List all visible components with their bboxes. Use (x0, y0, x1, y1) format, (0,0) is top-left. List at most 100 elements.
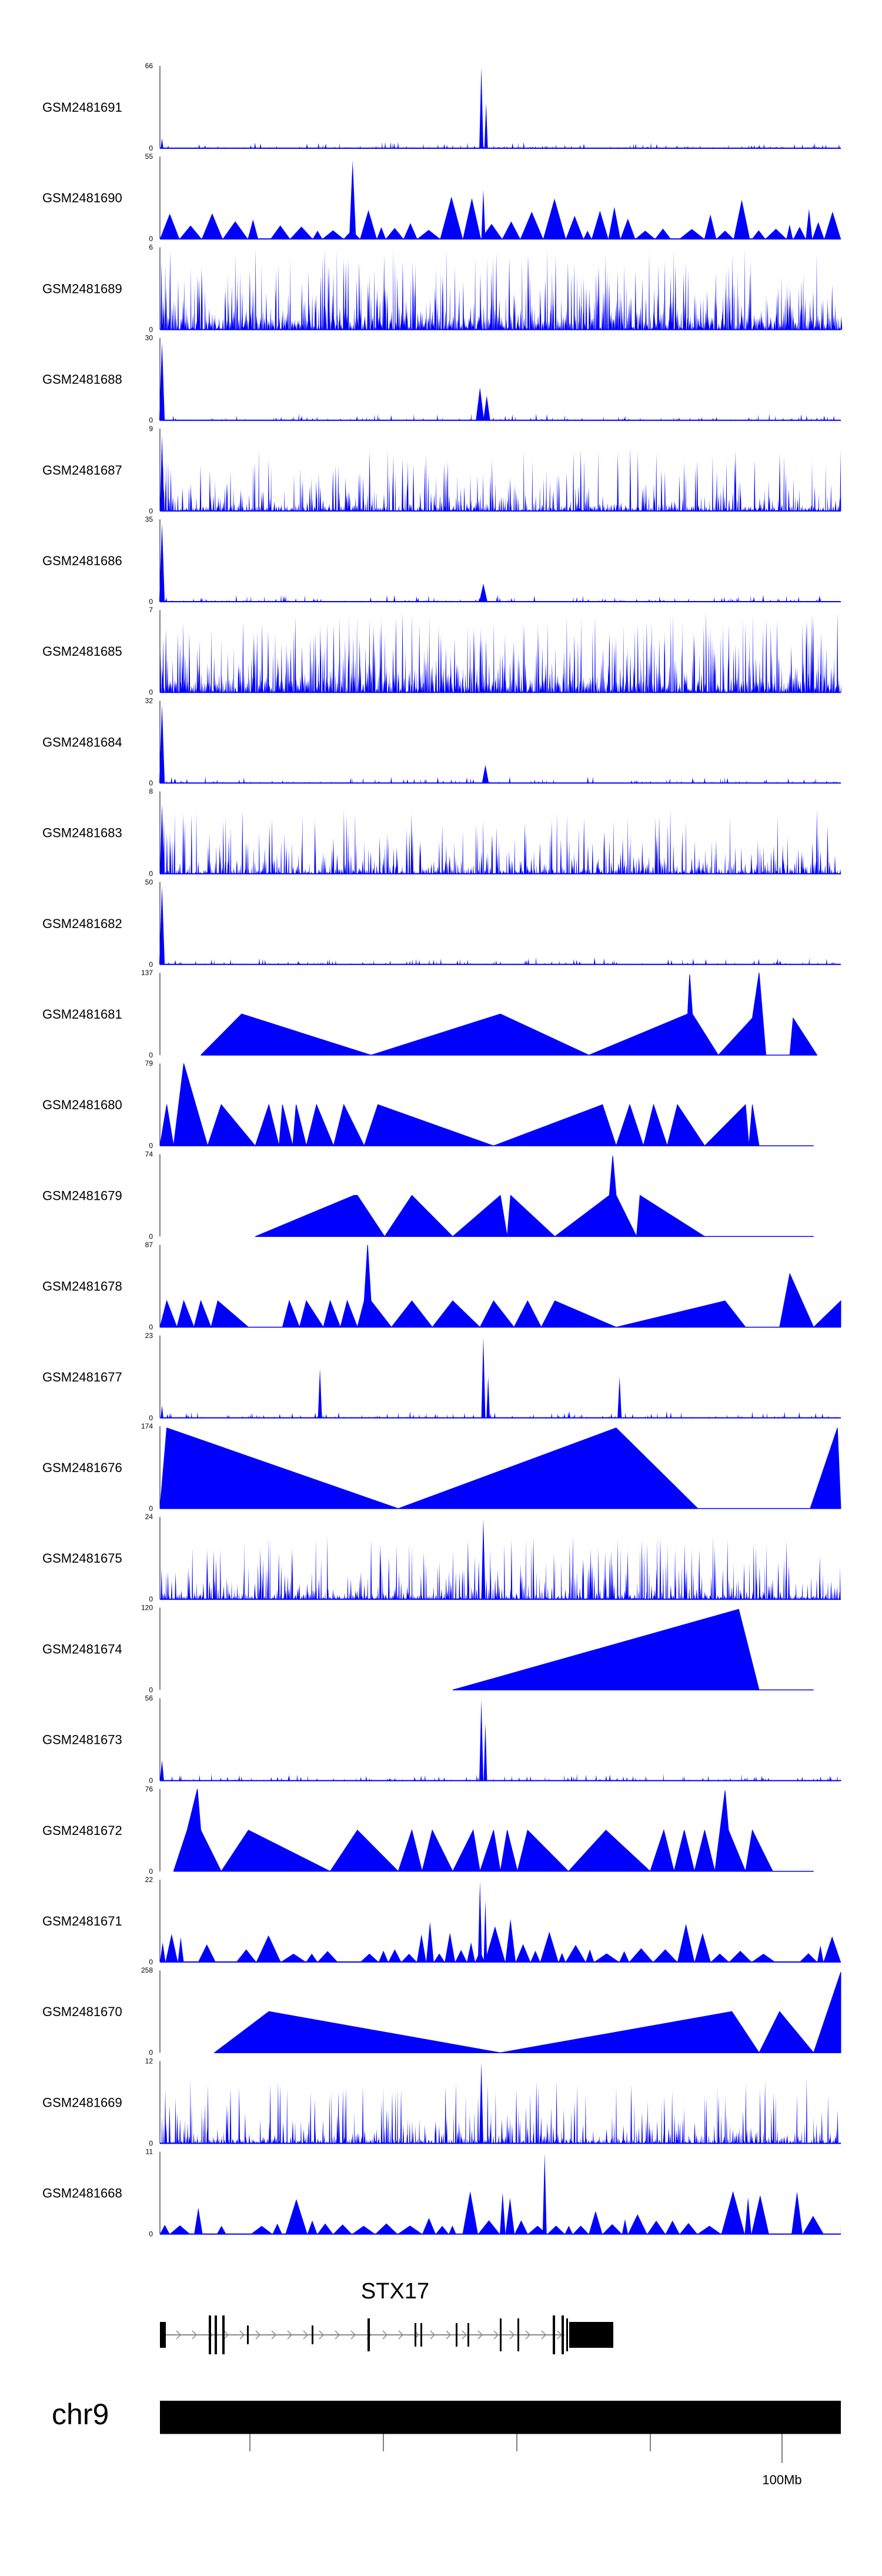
exon (312, 2325, 313, 2344)
coverage-signal (161, 413, 837, 421)
y-max-tick-label: 7 (149, 606, 153, 614)
track-GSM2481683: GSM2481683 8 0 (42, 788, 841, 878)
track-label: GSM2481682 (42, 916, 122, 931)
exon (569, 2322, 613, 2348)
tracks-group: GSM2481691660GSM2481690550GSM248168960GS… (42, 62, 843, 2238)
strand-arrow (303, 2330, 309, 2340)
y-max-tick-label: 137 (141, 969, 153, 977)
coverage-signal (167, 1773, 842, 1781)
exon (553, 2315, 555, 2354)
track-GSM2481679: GSM2481679 74 0 (42, 1150, 814, 1240)
coverage-peak (542, 2153, 547, 2234)
y-min-tick-label: 0 (149, 960, 153, 969)
track-GSM2481681: GSM2481681 137 0 (42, 969, 818, 1059)
y-min-tick-label: 0 (149, 325, 153, 333)
y-min-tick-label: 0 (149, 688, 153, 696)
track-label: GSM2481670 (42, 2004, 122, 2019)
coverage-peak (479, 1700, 483, 1781)
coverage-area (213, 1971, 841, 2054)
exon (467, 2323, 469, 2347)
track-label: GSM2481686 (42, 553, 122, 568)
y-max-tick-label: 258 (141, 1966, 153, 1974)
chromosome-ideogram-bar (160, 2401, 841, 2434)
exon (562, 2315, 564, 2354)
track-label: GSM2481668 (42, 2186, 122, 2201)
y-min-tick-label: 0 (149, 1051, 153, 1059)
strand-arrow (477, 2330, 483, 2340)
track-label: GSM2481673 (42, 1733, 122, 1747)
strand-arrow (223, 2330, 229, 2340)
track-label: GSM2481691 (42, 100, 122, 115)
strand-arrow (430, 2330, 436, 2340)
y-max-tick-label: 23 (145, 1332, 153, 1340)
track-GSM2481690: GSM2481690 55 0 (42, 152, 841, 243)
y-max-tick-label: 120 (141, 1603, 153, 1611)
strand-arrow (239, 2330, 245, 2340)
strand-arrow (462, 2330, 467, 2340)
y-min-tick-label: 0 (149, 235, 153, 243)
y-min-tick-label: 0 (149, 144, 153, 152)
track-GSM2481670: GSM2481670 258 0 (42, 1966, 841, 2057)
y-max-tick-label: 9 (149, 425, 153, 433)
coverage-area (201, 972, 818, 1056)
y-max-tick-label: 174 (141, 1422, 153, 1430)
y-max-tick-label: 32 (145, 696, 153, 705)
coverage-signal (161, 448, 841, 511)
y-max-tick-label: 22 (145, 1876, 153, 1884)
y-max-tick-label: 50 (145, 878, 153, 886)
exon (500, 2318, 502, 2351)
track-GSM2481678: GSM2481678 87 0 (42, 1241, 841, 1332)
y-max-tick-label: 11 (146, 2148, 153, 2156)
strand-arrow (271, 2330, 277, 2340)
track-GSM2481671: GSM2481671 22 0 (42, 1876, 841, 1966)
y-min-tick-label: 0 (149, 779, 153, 787)
coverage-signal (160, 957, 840, 965)
exon (566, 2318, 568, 2351)
coverage-peak (481, 1337, 486, 1418)
track-GSM2481675: GSM2481675 24 0 (42, 1513, 841, 1603)
chromosome-panel: chr9 100Mb (52, 2398, 841, 2487)
y-max-tick-label: 6 (149, 243, 153, 251)
exon (215, 2315, 217, 2354)
strand-arrow (398, 2330, 404, 2340)
genome-axis-ticks (249, 2434, 783, 2463)
coverage-peak (349, 161, 356, 239)
coverage-peak (160, 435, 164, 511)
coverage-peak (160, 803, 164, 874)
coverage-peak (483, 1900, 487, 1962)
coverage-signal (160, 2077, 841, 2144)
coverage-signal (160, 196, 841, 239)
track-label: GSM2481671 (42, 1914, 122, 1928)
exon (420, 2323, 422, 2347)
gene-label: STX17 (361, 2279, 429, 2304)
y-max-tick-label: 30 (145, 334, 153, 342)
y-max-tick-label: 79 (145, 1059, 153, 1067)
coverage-area (255, 1156, 706, 1238)
coverage-area (159, 1063, 760, 1147)
strand-arrow (446, 2330, 452, 2340)
coverage-peak (483, 1723, 487, 1781)
track-label: GSM2481674 (42, 1641, 122, 1656)
track-label: GSM2481669 (42, 2095, 122, 2110)
coverage-area (173, 1788, 774, 1873)
y-max-tick-label: 87 (145, 1241, 153, 1249)
strand-arrow (509, 2330, 515, 2340)
y-min-tick-label: 0 (149, 1414, 153, 1422)
coverage-area (452, 1609, 760, 1690)
coverage-peak (318, 1368, 322, 1418)
track-label: GSM2481679 (42, 1188, 122, 1203)
y-max-tick-label: 56 (145, 1694, 153, 1703)
strand-arrow (319, 2330, 325, 2340)
y-max-tick-label: 35 (145, 515, 153, 523)
track-GSM2481687: GSM2481687 9 0 (42, 425, 841, 515)
track-label: GSM2481680 (42, 1097, 122, 1112)
track-GSM2481668: GSM2481668 11 0 (42, 2148, 841, 2238)
exon (415, 2323, 416, 2347)
track-label: GSM2481685 (42, 644, 122, 659)
exon (517, 2318, 519, 2351)
track-label: GSM2481678 (42, 1279, 122, 1294)
coverage-peak (486, 1376, 490, 1418)
track-GSM2481682: GSM2481682 50 0 (42, 878, 841, 969)
track-GSM2481685: GSM2481685 7 0 (42, 606, 841, 696)
